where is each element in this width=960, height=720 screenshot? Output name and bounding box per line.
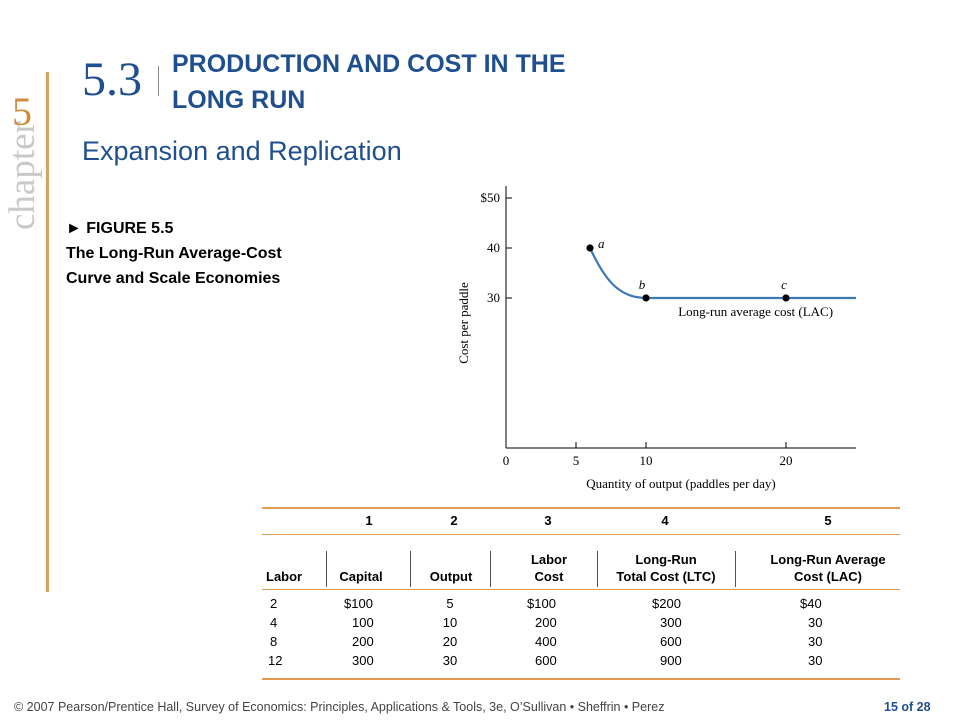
table-cell: 5 [446,596,454,611]
column-number: 3 [544,513,552,528]
copyright-footer: © 2007 Pearson/Prentice Hall, Survey of … [14,700,665,714]
table-cell: $100 [527,596,556,611]
point-b [642,294,650,302]
column-header: Labor [266,569,303,584]
section-title: PRODUCTION AND COST IN THE LONG RUN [172,50,566,114]
lac-curve [589,247,856,300]
table-number-rule [262,534,900,535]
point-label-b: b [639,277,646,292]
column-number: 5 [824,513,832,528]
y-tick-label: 30 [487,290,500,305]
column-header: Long-Run Total Cost (LTC) [616,552,716,584]
table-cell: 8 [270,634,278,649]
y-axis-label: Cost per paddle [456,282,471,364]
column-divider [735,551,736,587]
table-cell: 200 [535,615,557,630]
table-cell: 30 [808,653,823,668]
x-tick-label: 5 [573,453,580,468]
table-cell: 30 [442,653,458,668]
vertical-divider [46,72,49,592]
table-cell: 600 [535,653,557,668]
point-c [782,294,790,302]
column-header: Capital [339,569,383,584]
point-a [586,244,594,252]
column-header: Long-Run Average Cost (LAC) [770,552,886,584]
table-cell: 100 [352,615,374,630]
table-cell: 300 [352,653,374,668]
figure-caption: ► FIGURE 5.5 The Long-Run Average-Cost C… [66,216,282,291]
table-cell: 10 [442,615,458,630]
table-cell: 2 [270,596,278,611]
point-label-a: a [598,236,605,251]
table-header-rule [262,589,900,590]
table-cell: 900 [660,653,682,668]
x-tick-label: 0 [503,453,510,468]
table-cell: 400 [535,634,557,649]
section-number: 5.3 [82,53,142,106]
column-divider [410,551,411,587]
chapter-word: chapter [2,121,43,230]
column-header: Output [429,569,473,584]
figure-title-line-2: Curve and Scale Economies [66,270,281,287]
column-divider [326,551,327,587]
table-cell: $200 [652,596,681,611]
table-cell: 200 [352,634,374,649]
table-cell: 300 [660,615,682,630]
lac-chart: 0 5 10 20 30 40 $50 Quantity of output (paddles… [456,186,856,491]
y-tick-label: $50 [481,190,501,205]
table-cell: 20 [442,634,458,649]
curve-label: Long-run average cost (LAC) [678,304,833,319]
table-cell: $100 [344,596,373,611]
column-number: 1 [365,513,373,528]
slide-subtitle: Expansion and Replication [82,136,402,166]
y-tick-label: 40 [487,240,500,255]
table-cell: 4 [270,615,278,630]
column-divider [490,551,491,587]
x-tick-label: 20 [780,453,793,468]
table-cell: 600 [660,634,682,649]
table-cell: 30 [808,634,823,649]
figure-title-line-1: The Long-Run Average-Cost [66,245,282,262]
point-label-c: c [781,277,787,292]
column-divider [597,551,598,587]
column-number: 2 [450,513,458,528]
x-axis-label: Quantity of output (paddles per day) [586,476,776,491]
table-cell: 30 [808,615,823,630]
table-bottom-rule [262,678,900,680]
figure-label: ► FIGURE 5.5 [66,220,174,237]
page-counter: 15 of 28 [884,700,931,714]
chapter-number: 5 [12,89,32,134]
column-number: 4 [661,513,669,528]
table-cell: $40 [800,596,822,611]
table-cell: 12 [268,653,283,668]
column-header: Labor Cost [530,552,568,584]
section-separator [158,66,159,96]
table-top-rule [262,507,900,509]
x-tick-label: 10 [640,453,653,468]
